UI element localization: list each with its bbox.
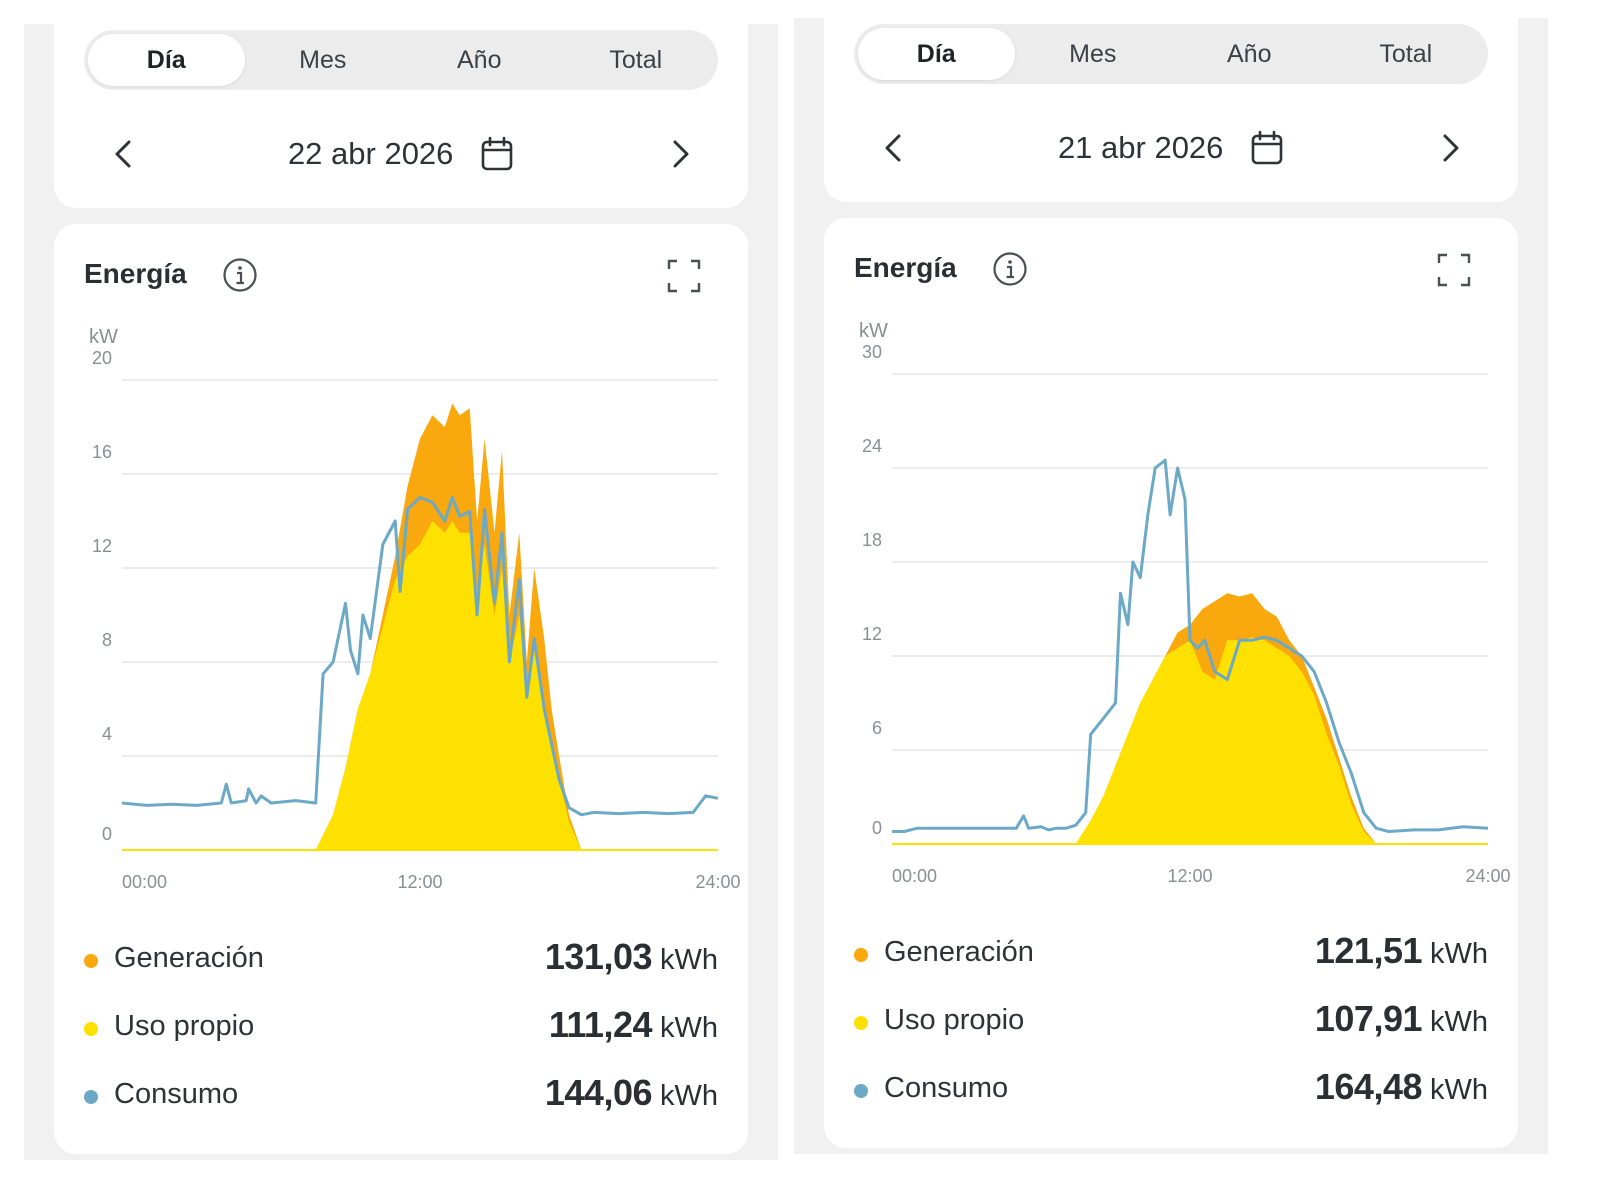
y-tick-label: 0 [872, 818, 882, 838]
card-title: Energía [84, 258, 187, 289]
y-tick-label: 24 [862, 436, 882, 456]
legend-label: Consumo [114, 1078, 239, 1110]
chevron-left-icon [885, 134, 901, 162]
tab-month[interactable]: Mes [1069, 40, 1117, 68]
legend-value: 111,24 kWh [548, 1004, 718, 1045]
generation-dot [854, 948, 868, 962]
legend-unit: kWh [660, 1012, 718, 1044]
y-tick-label: 18 [862, 530, 882, 550]
legend-value: 107,91 kWh [1314, 998, 1488, 1039]
energy-card: Energía kW 0 4 8 12 16 20 00:00 12:00 24:00 Gene… [54, 224, 748, 1154]
calendar-icon[interactable] [1250, 130, 1284, 166]
y-axis-unit: kW [89, 326, 118, 348]
legend-row-consumption: Consumo 164,48 kWh [854, 1060, 1488, 1128]
period-card: Día Mes Año Total 21 abr 2026 [824, 8, 1518, 202]
energy-chart: 0 6 12 18 24 30 00:00 12:00 24:00 [862, 342, 1511, 886]
legend-row-self-use: Uso propio 107,91 kWh [854, 992, 1488, 1060]
card-title: Energía [854, 252, 957, 283]
period-selector: Día Mes Año Total [854, 24, 1488, 84]
legend: Generación 131,03 kWh Uso propio 111,24 kW… [84, 930, 718, 1134]
info-icon[interactable] [222, 257, 258, 293]
consumption-dot [854, 1084, 868, 1098]
legend: Generación 121,51 kWh Uso propio 107,91 kW… [854, 924, 1488, 1128]
self-use-area [892, 637, 1488, 844]
legend-value: 144,06 kWh [544, 1072, 718, 1113]
legend-value: 121,51 kWh [1314, 930, 1488, 971]
expand-icon[interactable] [1436, 252, 1472, 288]
y-tick-label: 8 [102, 630, 112, 650]
y-tick-label: 12 [92, 536, 112, 556]
previous-day-button[interactable] [874, 128, 914, 168]
chevron-right-icon [1443, 134, 1459, 162]
chevron-right-icon [673, 140, 689, 168]
self-use-dot [84, 1022, 98, 1036]
legend-value: 131,03 kWh [544, 936, 718, 977]
info-icon[interactable] [992, 251, 1028, 287]
legend-unit: kWh [1430, 1074, 1488, 1106]
x-tick-label: 00:00 [892, 866, 937, 886]
next-day-button[interactable] [1430, 128, 1470, 168]
y-tick-label: 30 [862, 342, 882, 362]
legend-unit: kWh [1430, 938, 1488, 970]
selected-date[interactable]: 21 abr 2026 [1057, 129, 1224, 165]
tab-total[interactable]: Total [1379, 40, 1433, 68]
y-tick-label: 6 [872, 718, 882, 738]
screenshot-panel: Día Mes Año Total 21 abr 2026 [794, 8, 1548, 1154]
x-tick-label: 24:00 [1465, 866, 1510, 886]
tab-total[interactable]: Total [609, 46, 663, 74]
self-use-area [122, 521, 718, 850]
screenshot-panel: Día Mes Año Total 22 abr 2026 [24, 14, 778, 1160]
tab-day[interactable]: Día [88, 34, 245, 86]
date-navigator: 21 abr 2026 [824, 118, 1518, 178]
self-use-dot [854, 1016, 868, 1030]
date-display: 21 abr 2026 [824, 128, 1518, 166]
x-tick-label: 12:00 [397, 872, 442, 892]
consumption-line [121, 496, 719, 817]
y-tick-label: 12 [862, 624, 882, 644]
calendar-icon[interactable] [480, 136, 514, 172]
legend-label: Uso propio [884, 1004, 1025, 1036]
legend-unit: kWh [660, 1080, 718, 1112]
legend-label: Generación [114, 942, 264, 974]
legend-row-generation: Generación 131,03 kWh [84, 930, 718, 998]
expand-icon[interactable] [666, 258, 702, 294]
period-card: Día Mes Año Total 22 abr 2026 [54, 14, 748, 208]
legend-unit: kWh [1430, 1006, 1488, 1038]
energy-chart: 0 4 8 12 16 20 00:00 12:00 24:00 [92, 348, 741, 892]
selected-date[interactable]: 22 abr 2026 [287, 135, 454, 171]
y-tick-label: 4 [102, 724, 112, 744]
x-tick-label: 24:00 [695, 872, 740, 892]
next-day-button[interactable] [660, 134, 700, 174]
previous-day-button[interactable] [104, 134, 144, 174]
x-tick-label: 00:00 [122, 872, 167, 892]
tab-year[interactable]: Año [1227, 40, 1272, 68]
legend-label: Consumo [884, 1072, 1009, 1104]
legend-label: Uso propio [114, 1010, 255, 1042]
y-tick-label: 16 [92, 442, 112, 462]
legend-value: 164,48 kWh [1314, 1066, 1488, 1107]
legend-label: Generación [884, 936, 1034, 968]
date-navigator: 22 abr 2026 [54, 124, 748, 184]
tab-month[interactable]: Mes [299, 46, 347, 74]
consumption-line [892, 458, 1489, 833]
x-tick-label: 12:00 [1167, 866, 1212, 886]
period-selector: Día Mes Año Total [84, 30, 718, 90]
y-tick-label: 20 [92, 348, 112, 368]
consumption-dot [84, 1090, 98, 1104]
y-tick-label: 0 [102, 824, 112, 844]
date-display: 22 abr 2026 [54, 134, 748, 172]
y-axis-unit: kW [859, 320, 888, 342]
energy-card: Energía kW 0 6 12 18 24 30 00:00 12:00 24:00 Gen… [824, 218, 1518, 1148]
tab-year[interactable]: Año [457, 46, 502, 74]
legend-row-consumption: Consumo 144,06 kWh [84, 1066, 718, 1134]
legend-unit: kWh [660, 944, 718, 976]
legend-row-self-use: Uso propio 111,24 kWh [84, 998, 718, 1066]
legend-row-generation: Generación 121,51 kWh [854, 924, 1488, 992]
generation-dot [84, 954, 98, 968]
tab-day[interactable]: Día [858, 28, 1015, 80]
chevron-left-icon [115, 140, 131, 168]
